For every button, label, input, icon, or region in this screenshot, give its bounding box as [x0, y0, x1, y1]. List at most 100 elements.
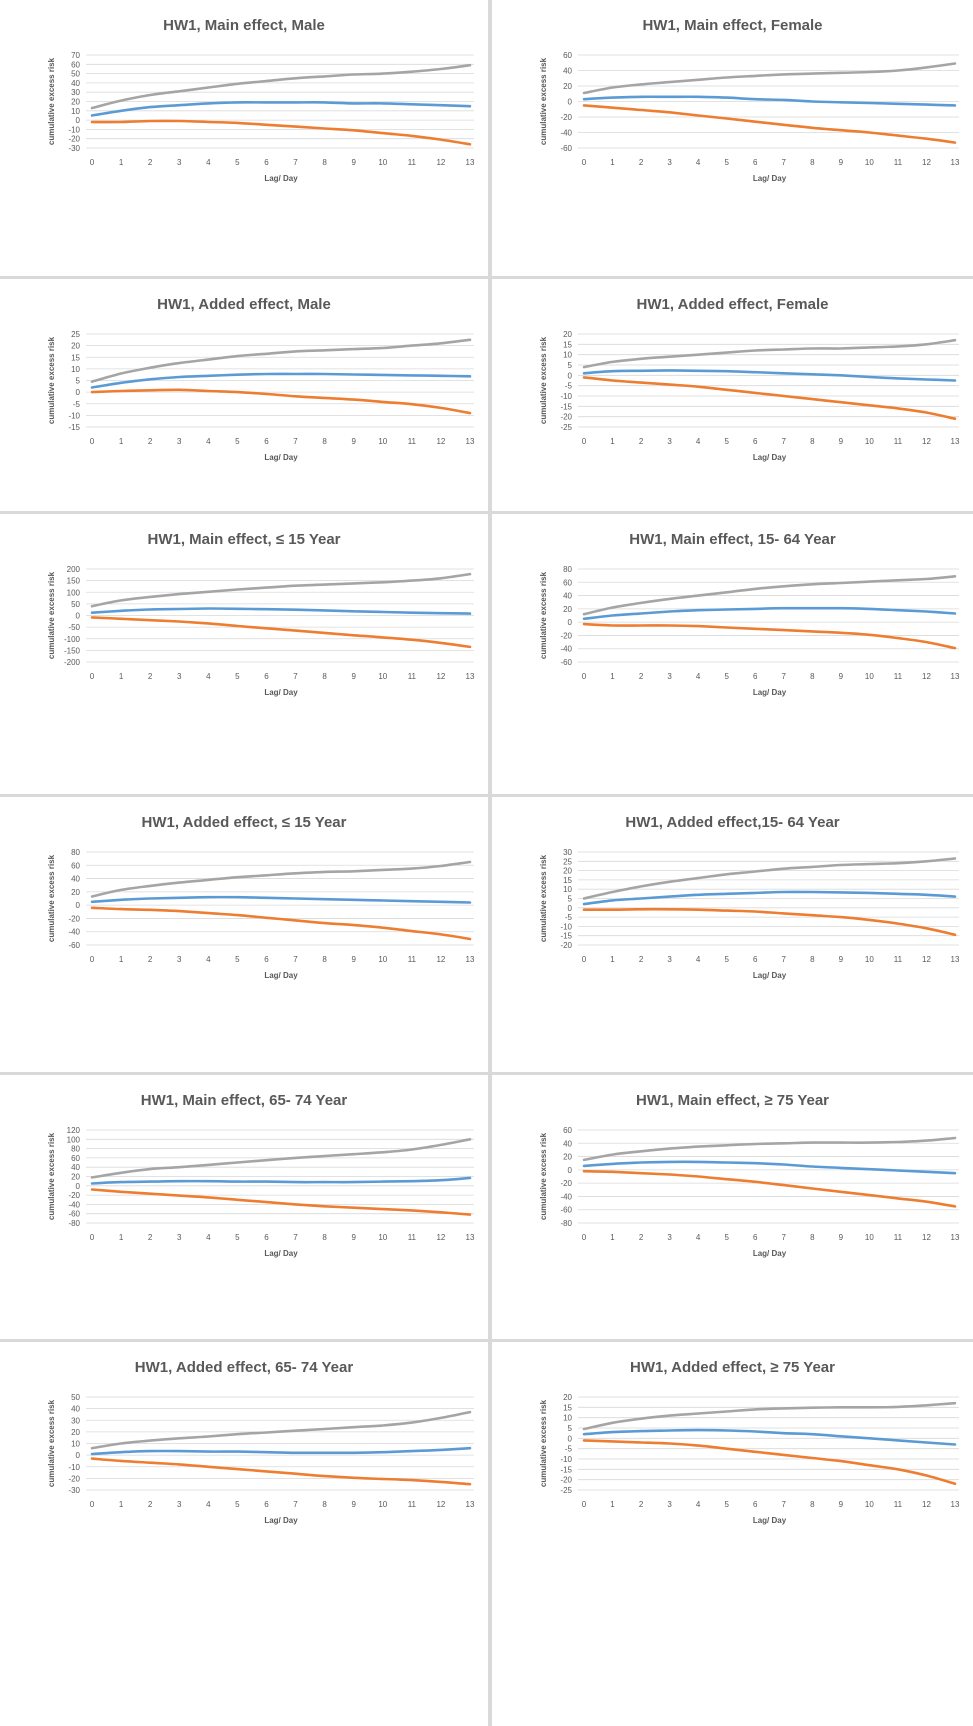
x-tick-label: 7: [293, 437, 298, 446]
x-tick-label: 3: [667, 1500, 672, 1509]
y-tick-label: 0: [568, 98, 573, 107]
x-axis-label: Lag/ Day: [264, 174, 298, 183]
x-tick-label: 11: [894, 158, 903, 167]
x-tick-label: 6: [264, 437, 269, 446]
x-tick-label: 1: [119, 1500, 124, 1509]
x-tick-label: 7: [782, 672, 787, 681]
estimate-line: [92, 1178, 470, 1184]
chart-title: HW1, Main effect, Male: [163, 17, 325, 34]
x-tick-label: 3: [177, 672, 182, 681]
y-tick-label: -5: [565, 382, 573, 391]
y-axis-label: cumulative excess risk: [539, 1132, 548, 1220]
x-tick-label: 11: [894, 672, 903, 681]
x-tick-label: 7: [293, 955, 298, 964]
y-axis-label: cumulative excess risk: [539, 57, 548, 145]
x-tick-label: 0: [582, 1233, 587, 1242]
y-tick-label: 25: [563, 857, 572, 866]
chart-svg: HW1, Added effect,15- 64 Yearcumulative …: [492, 797, 973, 1072]
y-tick-label: 40: [71, 1405, 80, 1414]
x-tick-label: 12: [922, 437, 931, 446]
y-tick-label: -60: [560, 658, 572, 667]
x-tick-label: 4: [206, 437, 211, 446]
x-tick-label: 8: [322, 437, 327, 446]
x-tick-label: 2: [639, 955, 644, 964]
chart-panel: HW1, Added effect, 65- 74 Year cumulative…: [0, 1342, 488, 1726]
x-tick-label: 8: [322, 1233, 327, 1242]
x-tick-label: 8: [322, 1500, 327, 1509]
y-tick-label: -20: [560, 1476, 572, 1485]
x-tick-label: 13: [951, 1233, 960, 1242]
y-tick-label: 40: [563, 592, 572, 601]
estimate-line: [584, 892, 955, 904]
x-tick-label: 0: [582, 955, 587, 964]
y-tick-label: 50: [71, 600, 80, 609]
x-tick-label: 12: [922, 672, 931, 681]
y-tick-label: -60: [560, 144, 572, 153]
y-tick-label: 60: [563, 578, 572, 587]
x-tick-label: 9: [351, 437, 356, 446]
y-tick-label: 80: [563, 565, 572, 574]
x-tick-label: 10: [865, 1500, 874, 1509]
x-tick-label: 7: [293, 672, 298, 681]
x-tick-label: 11: [408, 1233, 417, 1242]
x-axis-label: Lag/ Day: [264, 971, 298, 980]
y-tick-label: -30: [68, 144, 80, 153]
x-tick-label: 5: [235, 1500, 240, 1509]
x-tick-label: 2: [639, 1500, 644, 1509]
x-tick-label: 8: [322, 158, 327, 167]
x-tick-label: 6: [753, 1233, 758, 1242]
y-tick-label: -5: [565, 913, 573, 922]
lower-bound-line: [92, 1190, 470, 1215]
x-tick-label: 2: [639, 158, 644, 167]
y-tick-label: 15: [563, 340, 572, 349]
x-tick-label: 11: [408, 158, 417, 167]
x-tick-label: 13: [951, 158, 960, 167]
chart-svg: HW1, Main effect, ≤ 15 Year cumulative ex…: [0, 514, 488, 794]
x-tick-label: 10: [378, 1233, 387, 1242]
x-axis-label: Lag/ Day: [753, 688, 787, 697]
x-tick-label: 5: [235, 955, 240, 964]
chart-svg: HW1, Added effect, Malecumulative excess…: [0, 279, 488, 511]
y-tick-label: 0: [76, 116, 81, 125]
y-tick-label: -20: [68, 135, 80, 144]
y-tick-label: 25: [71, 330, 80, 339]
x-tick-label: 13: [951, 1500, 960, 1509]
x-axis-label: Lag/ Day: [264, 453, 298, 462]
y-axis-label: cumulative excess risk: [47, 854, 56, 942]
x-tick-label: 13: [951, 955, 960, 964]
x-tick-label: 3: [177, 158, 182, 167]
x-tick-label: 7: [782, 955, 787, 964]
x-tick-label: 0: [90, 158, 95, 167]
chart-svg: HW1, Main effect, Femalecumulative exces…: [492, 0, 973, 276]
chart-title: HW1, Main effect, 15- 64 Year: [629, 531, 836, 548]
x-tick-label: 4: [206, 955, 211, 964]
estimate-line: [92, 609, 470, 614]
y-tick-label: -20: [68, 914, 80, 923]
x-tick-label: 1: [119, 437, 124, 446]
x-tick-label: 9: [839, 158, 844, 167]
x-tick-label: 1: [610, 672, 615, 681]
y-tick-label: 40: [71, 1163, 80, 1172]
x-tick-label: 9: [351, 158, 356, 167]
x-tick-label: 13: [466, 1233, 475, 1242]
x-tick-label: 5: [235, 437, 240, 446]
lower-bound-line: [92, 617, 470, 647]
x-tick-label: 6: [753, 158, 758, 167]
lower-bound-line: [584, 105, 955, 142]
y-tick-label: 20: [563, 1393, 572, 1402]
y-tick-label: 80: [71, 1145, 80, 1154]
x-tick-label: 2: [148, 1233, 153, 1242]
x-tick-label: 11: [408, 955, 417, 964]
y-tick-label: 20: [71, 888, 80, 897]
y-tick-label: 20: [71, 1173, 80, 1182]
y-tick-label: 60: [563, 1126, 572, 1135]
x-tick-label: 4: [206, 158, 211, 167]
y-tick-label: 50: [71, 1393, 80, 1402]
y-tick-label: -40: [560, 129, 572, 138]
x-tick-label: 3: [667, 672, 672, 681]
x-tick-label: 0: [90, 672, 95, 681]
y-tick-label: -10: [68, 125, 80, 134]
x-tick-label: 1: [610, 1233, 615, 1242]
chart-panel: HW1, Added effect,15- 64 Year cumulative …: [492, 797, 973, 1072]
